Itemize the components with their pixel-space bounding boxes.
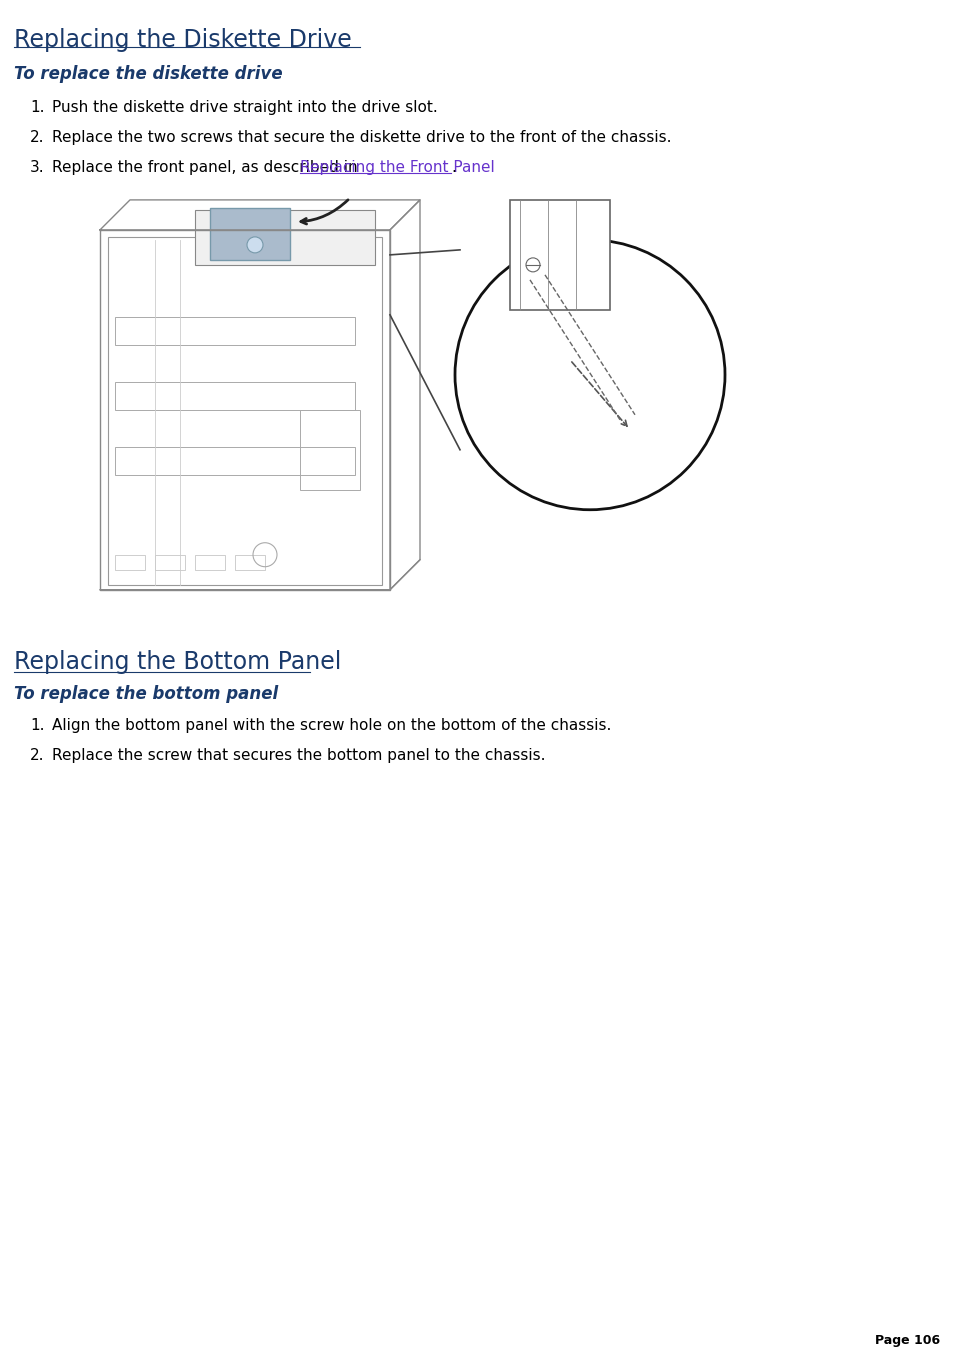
Text: Replace the two screws that secure the diskette drive to the front of the chassi: Replace the two screws that secure the d… [52, 130, 671, 145]
Text: 2.: 2. [30, 130, 45, 145]
Bar [510, 200, 609, 309]
Bar [154, 555, 185, 570]
Text: .: . [451, 159, 456, 174]
Text: 1.: 1. [30, 717, 45, 732]
Bar [115, 317, 355, 345]
Text: Replacing the Bottom Panel: Replacing the Bottom Panel [14, 650, 341, 674]
Circle shape [247, 236, 263, 253]
Bar [299, 409, 359, 490]
Text: Replace the screw that secures the bottom panel to the chassis.: Replace the screw that secures the botto… [52, 747, 545, 762]
Text: Push the diskette drive straight into the drive slot.: Push the diskette drive straight into th… [52, 100, 437, 115]
Text: To replace the bottom panel: To replace the bottom panel [14, 685, 278, 703]
Text: Replacing the Front Panel: Replacing the Front Panel [300, 159, 495, 174]
Circle shape [455, 240, 724, 509]
Bar [210, 208, 290, 259]
Bar [115, 447, 355, 474]
Bar [108, 236, 381, 585]
Text: 1.: 1. [30, 100, 45, 115]
Bar [234, 555, 265, 570]
Text: Replace the front panel, as described in: Replace the front panel, as described in [52, 159, 362, 174]
Text: Page 106: Page 106 [874, 1335, 939, 1347]
Text: 3.: 3. [30, 159, 45, 174]
Bar [194, 555, 225, 570]
Text: Align the bottom panel with the screw hole on the bottom of the chassis.: Align the bottom panel with the screw ho… [52, 717, 611, 732]
Text: Replacing the Diskette Drive: Replacing the Diskette Drive [14, 28, 352, 51]
Text: To replace the diskette drive: To replace the diskette drive [14, 65, 282, 82]
Bar [115, 555, 145, 570]
Bar [115, 382, 355, 409]
Text: 2.: 2. [30, 747, 45, 762]
Bar [194, 209, 375, 265]
